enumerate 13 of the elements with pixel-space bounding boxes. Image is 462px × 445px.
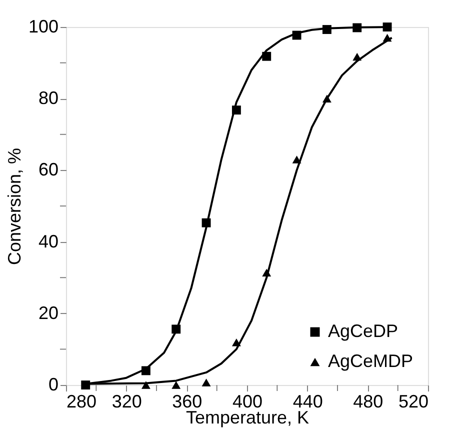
- y-tick-label: 80: [38, 88, 58, 108]
- y-tick-label: 0: [48, 374, 58, 394]
- y-tick-label: 20: [38, 302, 58, 323]
- x-tick-label: 480: [353, 392, 384, 412]
- y-tick-label: 100: [28, 16, 58, 36]
- y-tick-label: 40: [38, 231, 58, 252]
- legend-label: AgCeMDP: [328, 351, 414, 371]
- y-axis-title: Conversion, %: [4, 148, 24, 266]
- legend-label: AgCeDP: [328, 321, 398, 341]
- x-tick-label: 520: [398, 392, 428, 412]
- x-tick-label: 320: [112, 392, 142, 412]
- y-tick-label: 60: [38, 160, 58, 180]
- x-tick-label: 280: [66, 392, 97, 412]
